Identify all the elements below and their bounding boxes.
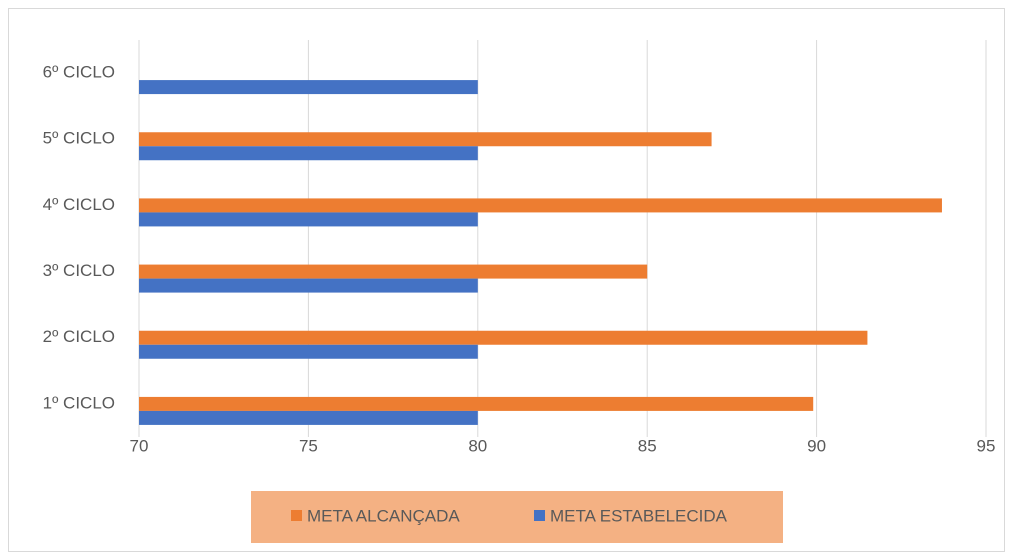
bar [139, 410, 478, 425]
y-tick-label: 1º CICLO [43, 393, 115, 412]
y-tick-label: 5º CICLO [43, 129, 115, 148]
y-tick-label: 3º CICLO [43, 261, 115, 280]
bar [139, 264, 648, 279]
legend-label: META ALCANÇADA [307, 506, 460, 525]
y-tick-label: 4º CICLO [43, 195, 115, 214]
legend-box [251, 491, 783, 543]
y-tick-label: 6º CICLO [43, 63, 115, 82]
bar [139, 80, 478, 95]
bar [139, 132, 712, 147]
x-tick-label: 95 [977, 436, 996, 455]
bar [139, 278, 478, 293]
x-tick-label: 85 [638, 436, 657, 455]
x-tick-label: 80 [468, 436, 487, 455]
bar [139, 146, 478, 161]
legend-swatch [534, 510, 545, 521]
bar [139, 330, 868, 345]
y-tick-label: 2º CICLO [43, 327, 115, 346]
x-tick-label: 70 [130, 436, 149, 455]
x-tick-label: 90 [807, 436, 826, 455]
legend-swatch [291, 510, 302, 521]
bar [139, 344, 478, 359]
x-tick-label: 75 [299, 436, 318, 455]
bar [139, 212, 478, 227]
bar [139, 396, 814, 411]
bar [139, 198, 942, 213]
legend-label: META ESTABELECIDA [550, 506, 728, 525]
